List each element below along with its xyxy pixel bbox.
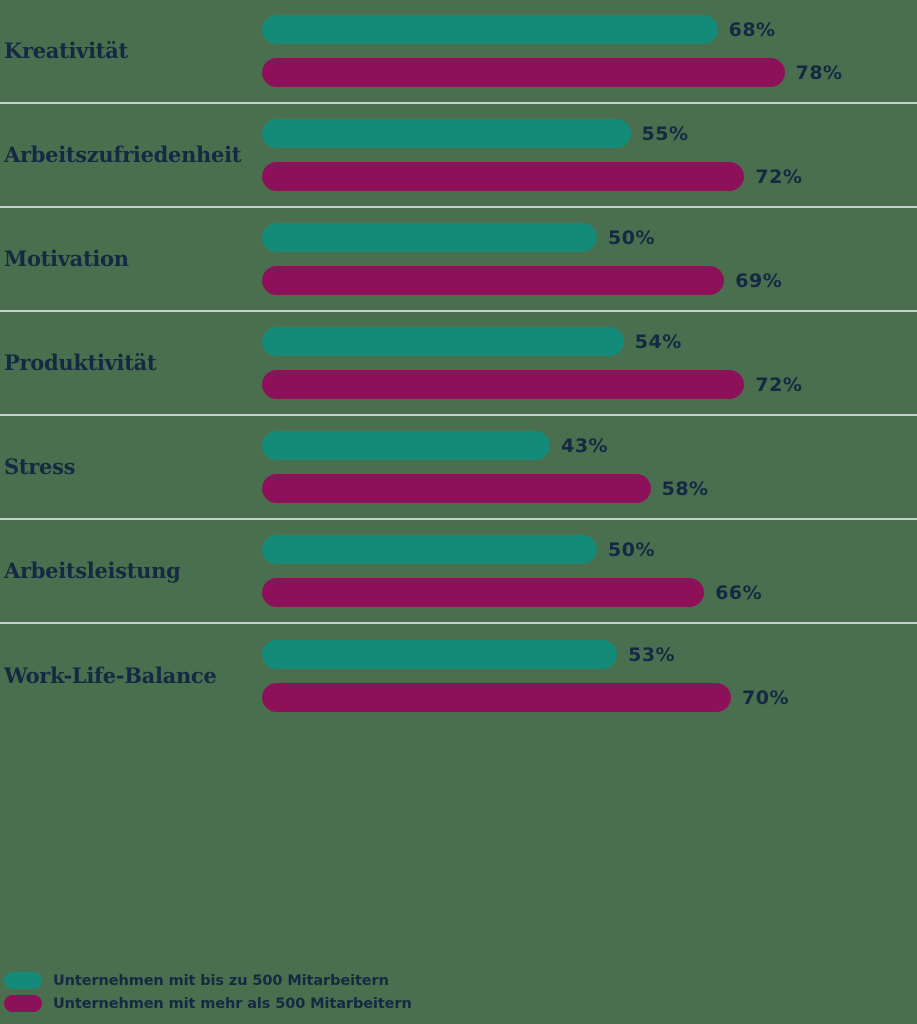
chart-row: Arbeitsleistung 50% 66% [0,520,917,624]
bar-group: 53% 70% [262,640,917,712]
legend-swatch-icon [4,972,42,989]
bar-group: 43% 58% [262,431,917,503]
bar-large [262,683,731,712]
bar-line-large: 70% [262,683,917,712]
bar-group: 54% 72% [262,327,917,399]
chart-row: Motivation 50% 69% [0,208,917,312]
bar-line-small: 54% [262,327,917,356]
bar-large [262,578,705,607]
bar-small [262,640,618,669]
legend-item-large-companies: Unternehmen mit mehr als 500 Mitarbeiter… [4,995,412,1012]
bar-group: 50% 69% [262,223,917,295]
bar-large [262,58,785,87]
bar-line-large: 78% [262,58,917,87]
bar-value-large: 69% [735,269,783,292]
bar-value-small: 43% [561,434,609,457]
bar-value-large: 72% [755,373,803,396]
category-label: Arbeitszufriedenheit [4,141,242,167]
bar-value-large: 70% [742,686,789,709]
bar-line-large: 72% [262,162,917,191]
bar-value-small: 55% [641,122,689,145]
bar-value-small: 50% [608,226,655,249]
category-label: Kreativität [4,37,128,63]
chart-row: Produktivität 54% 72% [0,312,917,416]
legend-swatch-icon [4,995,42,1012]
bar-line-large: 66% [262,578,917,607]
bar-small [262,431,551,460]
chart-row: Arbeitszufriedenheit 55% 72% [0,104,917,208]
bar-value-large: 78% [795,61,843,84]
bar-value-large: 66% [715,581,763,604]
bar-value-large: 58% [661,477,709,500]
bar-small [262,327,624,356]
bar-line-small: 43% [262,431,917,460]
chart-row: Stress 43% 58% [0,416,917,520]
bar-small [262,15,718,44]
bar-line-small: 55% [262,119,917,148]
bar-large [262,162,745,191]
bar-value-small: 53% [628,643,676,666]
category-label: Motivation [4,245,129,271]
bar-small [262,223,597,252]
category-label: Arbeitsleistung [4,557,181,583]
bar-value-small: 54% [634,330,682,353]
bar-large [262,474,651,503]
bar-line-large: 69% [262,266,917,295]
bar-small [262,535,597,564]
chart-row: Kreativität 68% 78% [0,0,917,104]
bar-large [262,266,725,295]
category-label: Stress [4,453,76,479]
bar-line-large: 58% [262,474,917,503]
bar-value-large: 72% [755,165,803,188]
bar-large [262,370,745,399]
chart-legend: Unternehmen mit bis zu 500 Mitarbeitern … [4,972,412,1012]
category-label: Work-Life-Balance [4,662,217,688]
bar-group: 55% 72% [262,119,917,191]
bar-line-small: 50% [262,535,917,564]
category-label: Produktivität [4,349,157,375]
bar-line-small: 50% [262,223,917,252]
bar-line-large: 72% [262,370,917,399]
legend-label: Unternehmen mit bis zu 500 Mitarbeitern [53,972,389,989]
legend-label: Unternehmen mit mehr als 500 Mitarbeiter… [53,995,412,1012]
legend-item-small-companies: Unternehmen mit bis zu 500 Mitarbeitern [4,972,412,989]
chart-rows: Kreativität 68% 78% Arbeitszufriedenheit… [0,0,917,728]
bar-group: 68% 78% [262,15,917,87]
bar-value-small: 68% [728,18,776,41]
bar-small [262,119,631,148]
bar-group: 50% 66% [262,535,917,607]
bar-line-small: 68% [262,15,917,44]
chart-row: Work-Life-Balance 53% 70% [0,624,917,728]
bar-line-small: 53% [262,640,917,669]
bar-value-small: 50% [608,538,655,561]
